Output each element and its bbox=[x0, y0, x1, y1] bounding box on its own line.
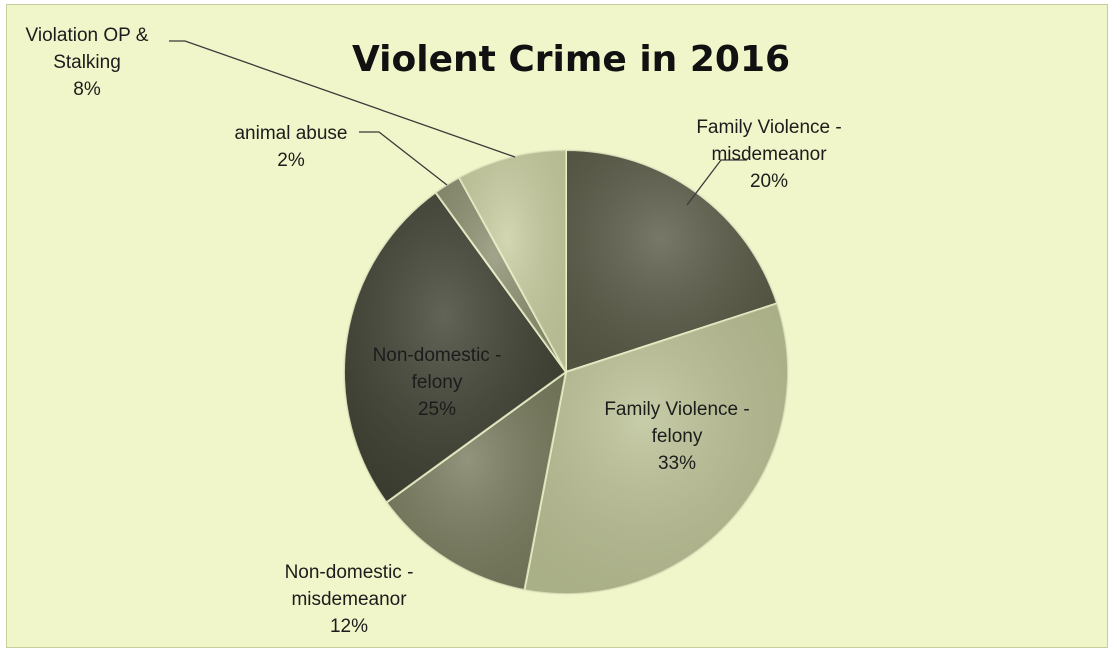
leader-line bbox=[169, 40, 516, 158]
pie-chart: Violent Crime in 2016 Family Violence -m… bbox=[26, 25, 842, 637]
slice-percent-label: 2% bbox=[277, 150, 305, 171]
slice-name-label: Non-domestic - bbox=[285, 562, 414, 583]
slice-percent-label: 33% bbox=[658, 453, 696, 474]
slice-name-label: misdemeanor bbox=[291, 589, 407, 610]
slice-label: Family Violence - misdemeanor 20% bbox=[696, 117, 841, 192]
slice-name-label: Non-domestic - bbox=[373, 345, 502, 366]
slice-name-label: animal abuse bbox=[234, 123, 347, 144]
slice-label: Non-domestic - misdemeanor 12% bbox=[285, 562, 414, 637]
slice-name-label: misdemeanor bbox=[711, 144, 827, 165]
leader-line bbox=[359, 131, 448, 186]
slice-label: Family Violence - felony 33% bbox=[604, 399, 749, 474]
leader-line bbox=[686, 159, 747, 206]
slice-name-label: Violation OP & bbox=[26, 25, 149, 46]
slice-percent-label: 20% bbox=[750, 171, 788, 192]
slice-labels: Family Violence -misdemeanor 20%Family Vi… bbox=[26, 25, 842, 637]
slice-name-label: Family Violence - bbox=[604, 399, 749, 420]
pie-slice-shading bbox=[344, 192, 566, 503]
slice-percent-label: 12% bbox=[330, 616, 368, 637]
slice-percent-label: 25% bbox=[418, 399, 456, 420]
slice-percent-label: 8% bbox=[73, 79, 101, 100]
slice-label: Violation OP & Stalking 8% bbox=[26, 25, 149, 100]
slice-label: animal abuse 2% bbox=[234, 123, 347, 171]
chart-area: Violent Crime in 2016 Family Violence - m… bbox=[6, 4, 1108, 648]
pie-slice-shading bbox=[435, 177, 566, 372]
pie-slice-shading bbox=[524, 303, 788, 595]
slices-layer bbox=[343, 148, 789, 595]
pie-slice-shading bbox=[566, 150, 778, 372]
slice-name-label: Stalking bbox=[53, 52, 121, 73]
chart-title: Violent Crime in 2016 bbox=[352, 39, 790, 80]
leader-lines bbox=[169, 40, 747, 206]
pie-slice-shading bbox=[386, 372, 566, 591]
pie-slice-shading bbox=[459, 150, 566, 372]
slice-name-label: felony bbox=[652, 426, 703, 447]
slice-name-label: felony bbox=[412, 372, 463, 393]
slice-label: Non-domestic - felony 25% bbox=[373, 345, 502, 420]
slice-name-label: Family Violence - bbox=[696, 117, 841, 138]
